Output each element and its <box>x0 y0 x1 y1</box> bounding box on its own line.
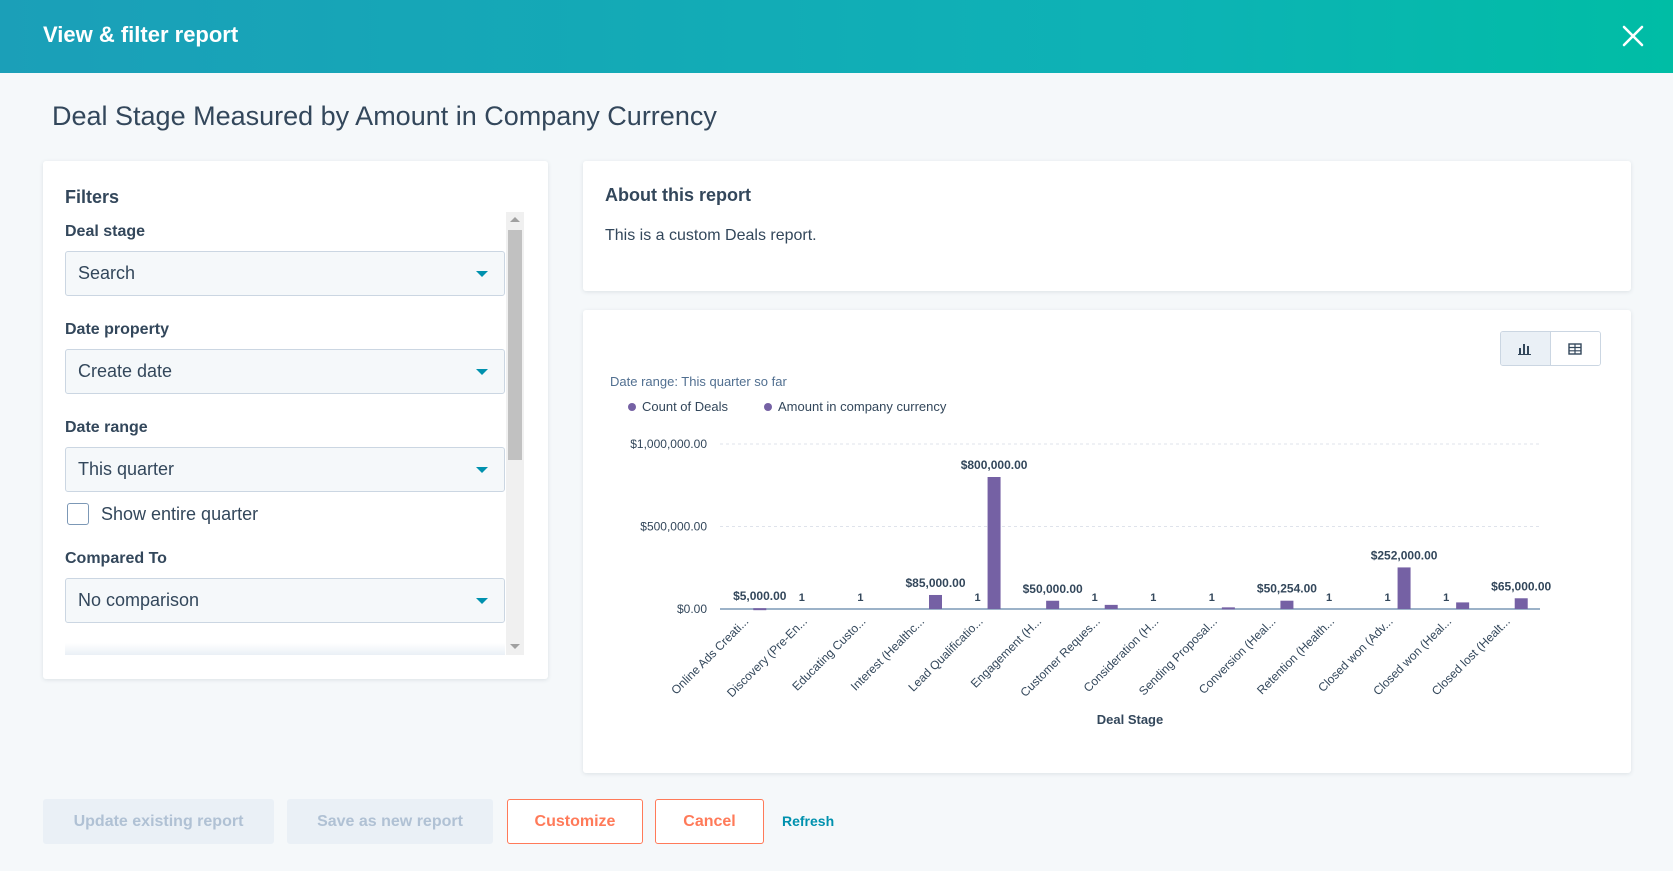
date-property-label: Date property <box>65 321 170 338</box>
table-view-button[interactable] <box>1550 332 1600 365</box>
save-as-new-report-button[interactable]: Save as new report <box>287 799 493 844</box>
legend-label: Amount in company currency <box>778 399 947 414</box>
bar-amount <box>1280 600 1294 609</box>
bar-amount <box>1456 602 1470 609</box>
data-label: $65,000.00 <box>1491 579 1551 593</box>
legend-marker <box>628 403 636 411</box>
customize-button[interactable]: Customize <box>507 799 643 844</box>
deal-stage-label: Deal stage <box>65 223 146 240</box>
about-description: This is a custom Deals report. <box>605 227 817 244</box>
date-property-select[interactable]: Create date <box>65 349 505 394</box>
data-label: $800,000.00 <box>961 458 1028 472</box>
chevron-down-icon <box>476 598 488 604</box>
chevron-down-icon <box>476 467 488 473</box>
bar-amount <box>929 594 942 609</box>
close-icon[interactable] <box>1619 22 1647 50</box>
date-property-value: Create date <box>78 361 173 381</box>
count-label: 1 <box>1443 592 1449 604</box>
update-existing-report-button[interactable]: Update existing report <box>43 799 274 844</box>
compared-to-select[interactable]: No comparison <box>65 578 505 623</box>
count-label: 1 <box>1326 592 1332 604</box>
legend-marker <box>764 403 772 411</box>
data-label: $85,000.00 <box>905 576 965 590</box>
bar-amount <box>753 608 767 611</box>
bar-amount <box>1397 567 1411 609</box>
x-axis-title: Deal Stage <box>1097 712 1163 727</box>
scroll-down-arrow-icon[interactable] <box>510 644 520 649</box>
report-title: Deal Stage Measured by Amount in Company… <box>52 101 717 131</box>
bar-amount <box>987 477 1001 609</box>
deal-stage-value: Search <box>78 263 136 283</box>
dialog-title: View & filter report <box>43 22 239 47</box>
bar-amount <box>1104 604 1118 609</box>
chevron-down-icon <box>476 271 488 277</box>
bar-chart: Date range: This quarter so far Count of… <box>610 374 1552 727</box>
y-tick-label: $0.00 <box>677 602 707 616</box>
compared-to-label: Compared To <box>65 550 167 567</box>
count-label: 1 <box>1092 592 1098 604</box>
about-panel: About this report This is a custom Deals… <box>583 161 1631 291</box>
count-label: 1 <box>857 592 863 604</box>
data-label: $252,000.00 <box>1371 548 1438 562</box>
bar-amount <box>1514 598 1528 609</box>
count-label: 1 <box>1150 592 1156 604</box>
chart-panel: Date range: This quarter so far Count of… <box>583 310 1631 773</box>
legend-label: Count of Deals <box>642 399 728 414</box>
cancel-button[interactable]: Cancel <box>655 799 764 844</box>
count-label: 1 <box>1209 592 1215 604</box>
date-range-select[interactable]: This quarter <box>65 447 505 492</box>
bar-amount <box>1221 607 1235 610</box>
chart-view-toggle <box>1500 331 1601 366</box>
deal-stage-select[interactable]: Search <box>65 251 505 296</box>
about-heading: About this report <box>605 185 751 205</box>
count-label: 1 <box>1385 592 1391 604</box>
data-label: $50,254.00 <box>1257 582 1317 596</box>
filters-heading: Filters <box>65 187 120 207</box>
dialog-header: View & filter report <box>0 0 1673 73</box>
table-icon <box>1568 342 1582 355</box>
y-tick-label: $1,000,000.00 <box>630 437 707 451</box>
next-filter-fade <box>65 643 505 655</box>
refresh-link[interactable]: Refresh <box>782 813 835 829</box>
show-entire-quarter-label: Show entire quarter <box>101 504 259 524</box>
filters-scrollbar[interactable] <box>506 212 524 655</box>
chevron-down-icon <box>476 369 488 375</box>
compared-to-value: No comparison <box>78 590 200 610</box>
scrollbar-thumb[interactable] <box>508 230 522 460</box>
show-entire-quarter-checkbox[interactable] <box>67 503 89 525</box>
y-tick-label: $500,000.00 <box>640 520 707 534</box>
bar-amount <box>1046 600 1060 609</box>
chart-subtitle: Date range: This quarter so far <box>610 374 787 389</box>
scroll-up-arrow-icon[interactable] <box>510 217 520 222</box>
date-range-value: This quarter <box>78 459 175 479</box>
count-label: 1 <box>975 592 981 604</box>
bar-chart-view-button[interactable] <box>1501 332 1551 365</box>
filters-panel: Filters Deal stage Search Date property … <box>43 161 548 679</box>
date-range-label: Date range <box>65 419 148 436</box>
data-label: $5,000.00 <box>733 589 787 603</box>
data-label: $50,000.00 <box>1023 582 1083 596</box>
count-label: 1 <box>799 592 805 604</box>
bar-chart-icon <box>1518 343 1532 355</box>
